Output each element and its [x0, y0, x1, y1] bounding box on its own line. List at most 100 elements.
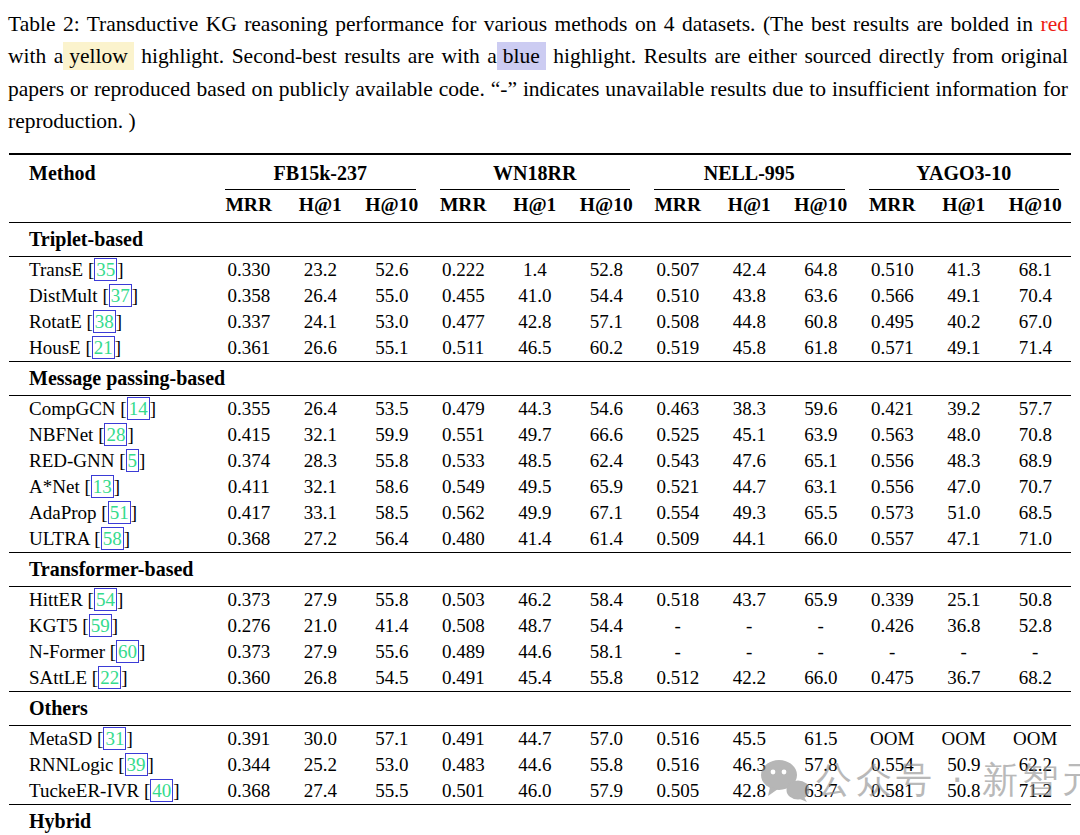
metric-value-cell: 27.9: [285, 639, 357, 665]
metric-value-cell: 0.276: [213, 613, 285, 639]
metric-value-cell: 41.4: [499, 526, 571, 553]
citation-link[interactable]: [31]: [97, 727, 133, 750]
citation-link[interactable]: [22]: [92, 666, 128, 689]
caption-segment-red-text: red: [1041, 12, 1068, 36]
citation-link[interactable]: [21]: [85, 336, 121, 359]
metric-value-cell: 59.9: [356, 422, 428, 448]
table-header: MethodFB15k-237WN18RRNELL-995YAGO3-10MRR…: [9, 154, 1071, 223]
citation-number[interactable]: 39: [125, 753, 148, 776]
citation-link[interactable]: [60]: [110, 640, 146, 663]
citation-link[interactable]: [54]: [88, 588, 124, 611]
metric-value-cell: 44.8: [714, 309, 786, 335]
metric-value-cell: -: [642, 639, 714, 665]
metric-value-cell: 36.7: [928, 665, 1000, 692]
metric-value-cell: 67.1: [571, 500, 643, 526]
metric-value-cell: 46.2: [499, 587, 571, 614]
metric-value-cell: 60.2: [571, 335, 643, 362]
metric-value-cell: 27.9: [285, 587, 357, 614]
metric-value-cell: 42.2: [714, 665, 786, 692]
metric-value-cell: 0.521: [642, 474, 714, 500]
metric-value-cell: 45.1: [714, 422, 786, 448]
metric-value-cell: 41.4: [356, 613, 428, 639]
metric-value-cell: 23.2: [285, 257, 357, 284]
column-header-metric: MRR: [428, 190, 500, 223]
method-name-cell: A*Net [13]: [9, 474, 213, 500]
citation-number[interactable]: 38: [93, 310, 116, 333]
metric-value-cell: 0.562: [428, 500, 500, 526]
citation-link[interactable]: [5]: [119, 449, 145, 472]
metric-value-cell: 44.6: [499, 639, 571, 665]
citation-link[interactable]: [40]: [144, 779, 180, 802]
citation-number[interactable]: 28: [104, 423, 127, 446]
method-name-cell: RNNLogic [39]: [9, 752, 213, 778]
citation-number[interactable]: 5: [126, 449, 140, 472]
metric-value-cell: 54.6: [571, 396, 643, 423]
citation-number[interactable]: 35: [94, 258, 117, 281]
dataset-name-label: YAGO3-10: [869, 162, 1060, 190]
metric-value-cell: 0.508: [428, 613, 500, 639]
citation-link[interactable]: [39]: [118, 753, 154, 776]
citation-link[interactable]: [59]: [82, 614, 118, 637]
citation-number[interactable]: 14: [127, 397, 150, 420]
caption-segment-plain: Table 2: Transductive KG reasoning perfo…: [8, 12, 1041, 36]
method-name-cell: NBFNet [28]: [9, 422, 213, 448]
citation-number[interactable]: 21: [92, 336, 115, 359]
section-header-row: Hybrid: [9, 805, 1071, 835]
section-header-label: Transformer-based: [9, 553, 1071, 587]
metric-value-cell: 0.489: [428, 639, 500, 665]
metric-value-cell: 0.495: [857, 309, 929, 335]
citation-number[interactable]: 54: [94, 588, 117, 611]
citation-link[interactable]: [35]: [88, 258, 124, 281]
metric-value-cell: 58.1: [571, 639, 643, 665]
metric-value-cell: 58.6: [356, 474, 428, 500]
citation-number[interactable]: 13: [91, 475, 114, 498]
metric-value-cell: 49.1: [928, 283, 1000, 309]
citation-link[interactable]: [28]: [98, 423, 134, 446]
metric-value-cell: 0.368: [213, 526, 285, 553]
table-row: CompGCN [14]0.35526.453.50.47944.354.60.…: [9, 396, 1071, 423]
citation-link[interactable]: [51]: [101, 501, 137, 524]
citation-number[interactable]: 31: [103, 727, 126, 750]
metric-value-cell: 44.7: [499, 726, 571, 753]
citation-number[interactable]: 60: [116, 640, 139, 663]
metric-value-cell: 0.463: [642, 396, 714, 423]
citation-number[interactable]: 59: [89, 614, 112, 637]
metric-value-cell: 36.8: [928, 613, 1000, 639]
column-header-metric: MRR: [213, 190, 285, 223]
citation-number[interactable]: 22: [98, 666, 121, 689]
citation-number[interactable]: 51: [108, 501, 131, 524]
header-row-datasets: MethodFB15k-237WN18RRNELL-995YAGO3-10: [9, 154, 1071, 190]
citation-number[interactable]: 58: [101, 527, 124, 550]
metric-value-cell: 52.8: [1000, 613, 1072, 639]
metric-value-cell: 57.8: [785, 752, 857, 778]
table-row: SAttLE [22]0.36026.854.50.49145.455.80.5…: [9, 665, 1071, 692]
column-header-metric: H@10: [356, 190, 428, 223]
citation-link[interactable]: [38]: [87, 310, 123, 333]
metric-value-cell: 0.480: [428, 526, 500, 553]
citation-number[interactable]: 37: [109, 284, 132, 307]
citation-number[interactable]: 40: [150, 779, 173, 802]
metric-value-cell: 0.426: [857, 613, 929, 639]
metric-value-cell: 30.0: [285, 726, 357, 753]
metric-value-cell: 44.6: [499, 752, 571, 778]
metric-value-cell: -: [785, 639, 857, 665]
metric-value-cell: 50.9: [928, 752, 1000, 778]
table-row: RED-GNN [5]0.37428.355.80.53348.562.40.5…: [9, 448, 1071, 474]
table-row: RotatE [38]0.33724.153.00.47742.857.10.5…: [9, 309, 1071, 335]
metric-value-cell: 0.415: [213, 422, 285, 448]
metric-value-cell: 47.6: [714, 448, 786, 474]
column-header-metric: H@10: [785, 190, 857, 223]
metric-value-cell: 52.6: [356, 257, 428, 284]
metric-value-cell: 0.511: [428, 335, 500, 362]
citation-link[interactable]: [14]: [120, 397, 156, 420]
citation-link[interactable]: [37]: [102, 284, 138, 307]
citation-link[interactable]: [58]: [94, 527, 130, 550]
metric-value-cell: 58.5: [356, 500, 428, 526]
citation-link[interactable]: [13]: [84, 475, 120, 498]
dataset-name-label: NELL-995: [654, 162, 845, 190]
metric-value-cell: OOM: [1000, 726, 1072, 753]
table-body: Triplet-basedTransE [35]0.33023.252.60.2…: [9, 223, 1071, 835]
metric-value-cell: 1.4: [499, 257, 571, 284]
metric-value-cell: 0.516: [642, 726, 714, 753]
metric-value-cell: -: [928, 639, 1000, 665]
